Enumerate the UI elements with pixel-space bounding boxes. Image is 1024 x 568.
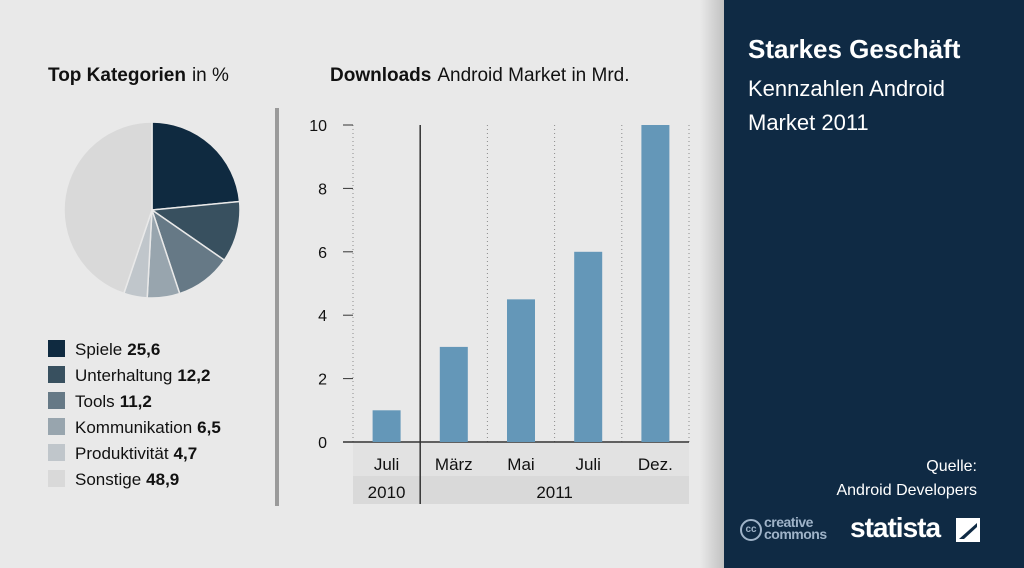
- legend-swatch-4: [48, 418, 65, 435]
- legend-item-4: Kommunikation 6,5: [75, 418, 221, 437]
- legend-label: Tools: [75, 392, 115, 411]
- x-category-label: Mai: [507, 455, 534, 474]
- x-category-label: März: [435, 455, 473, 474]
- y-tick-label: 6: [318, 245, 327, 262]
- bar-3: [507, 299, 535, 442]
- legend-value: 4,7: [174, 444, 198, 463]
- x-axis-band: [353, 443, 689, 476]
- source-label: Quelle:: [926, 458, 977, 475]
- creative-commons-logo[interactable]: cc creative commons: [740, 514, 840, 544]
- pie-chart: [63, 121, 241, 299]
- side-panel-subtitle: Kennzahlen Android Market 2011: [748, 76, 945, 135]
- year-label: 2011: [536, 483, 573, 502]
- pie-chart-title: Top Kategorien in %: [48, 65, 229, 86]
- legend-swatch-3: [48, 392, 65, 409]
- legend-value: 48,9: [146, 470, 179, 489]
- bar-5: [641, 125, 670, 442]
- legend-label: Unterhaltung: [75, 366, 172, 385]
- y-tick-label: 0: [318, 435, 327, 452]
- legend-item-6: Sonstige 48,9: [75, 470, 179, 489]
- statista-logo[interactable]: statista: [850, 512, 985, 546]
- legend-swatch-1: [48, 340, 65, 357]
- legend-swatch-5: [48, 444, 65, 461]
- panel-divider: [275, 108, 279, 506]
- cc-icon: cc: [740, 519, 762, 541]
- statista-icon: [956, 518, 980, 542]
- legend-item-5: Produktivität 4,7: [75, 444, 197, 463]
- side-panel: [724, 0, 1024, 568]
- legend-item-3: Tools 11,2: [75, 392, 152, 411]
- side-panel-title: Starkes Geschäft: [748, 34, 961, 64]
- legend-value: 25,6: [127, 340, 160, 359]
- bar-chart: 0 2 4 6 8 10 Juli März Mai Juli Dez. 2010 2011: [309, 118, 690, 504]
- panel-shadow: [700, 0, 724, 568]
- source-value: Android Developers: [836, 482, 977, 499]
- bar-chart-title: Downloads Android Market in Mrd.: [330, 65, 630, 86]
- year-label: 2010: [368, 483, 406, 502]
- pie-legend: Spiele 25,6 Unterhaltung 12,2 Tools 11,2 Kommu…: [48, 340, 221, 489]
- bar-2: [439, 346, 468, 442]
- statista-wordmark: statista: [850, 512, 941, 543]
- legend-swatch-2: [48, 366, 65, 383]
- legend-label: Spiele: [75, 340, 122, 359]
- y-tick-label: 10: [309, 118, 327, 135]
- y-tick-label: 4: [318, 308, 327, 325]
- legend-item-1: Spiele 25,6: [75, 340, 160, 359]
- x-category-label: Dez.: [638, 455, 673, 474]
- pie-slice-1: [151, 121, 241, 211]
- cc-line-2: commons: [764, 526, 827, 542]
- legend-item-2: Unterhaltung 12,2: [75, 366, 210, 385]
- legend-label: Kommunikation: [75, 418, 192, 437]
- legend-value: 6,5: [197, 418, 221, 437]
- legend-value: 12,2: [177, 366, 210, 385]
- x-category-label: Juli: [575, 455, 601, 474]
- legend-label: Sonstige: [75, 470, 141, 489]
- year-band: [353, 476, 689, 504]
- legend-value: 11,2: [120, 392, 152, 411]
- legend-swatch-6: [48, 470, 65, 487]
- legend-label: Produktivität: [75, 444, 169, 463]
- pie-slice-6: [63, 121, 153, 295]
- y-tick-label: 2: [318, 372, 327, 389]
- y-tick-label: 8: [318, 181, 327, 198]
- bar-4: [574, 251, 603, 442]
- x-category-label: Juli: [374, 455, 400, 474]
- cc-line-1: creative: [764, 514, 813, 530]
- bar-1: [372, 410, 401, 442]
